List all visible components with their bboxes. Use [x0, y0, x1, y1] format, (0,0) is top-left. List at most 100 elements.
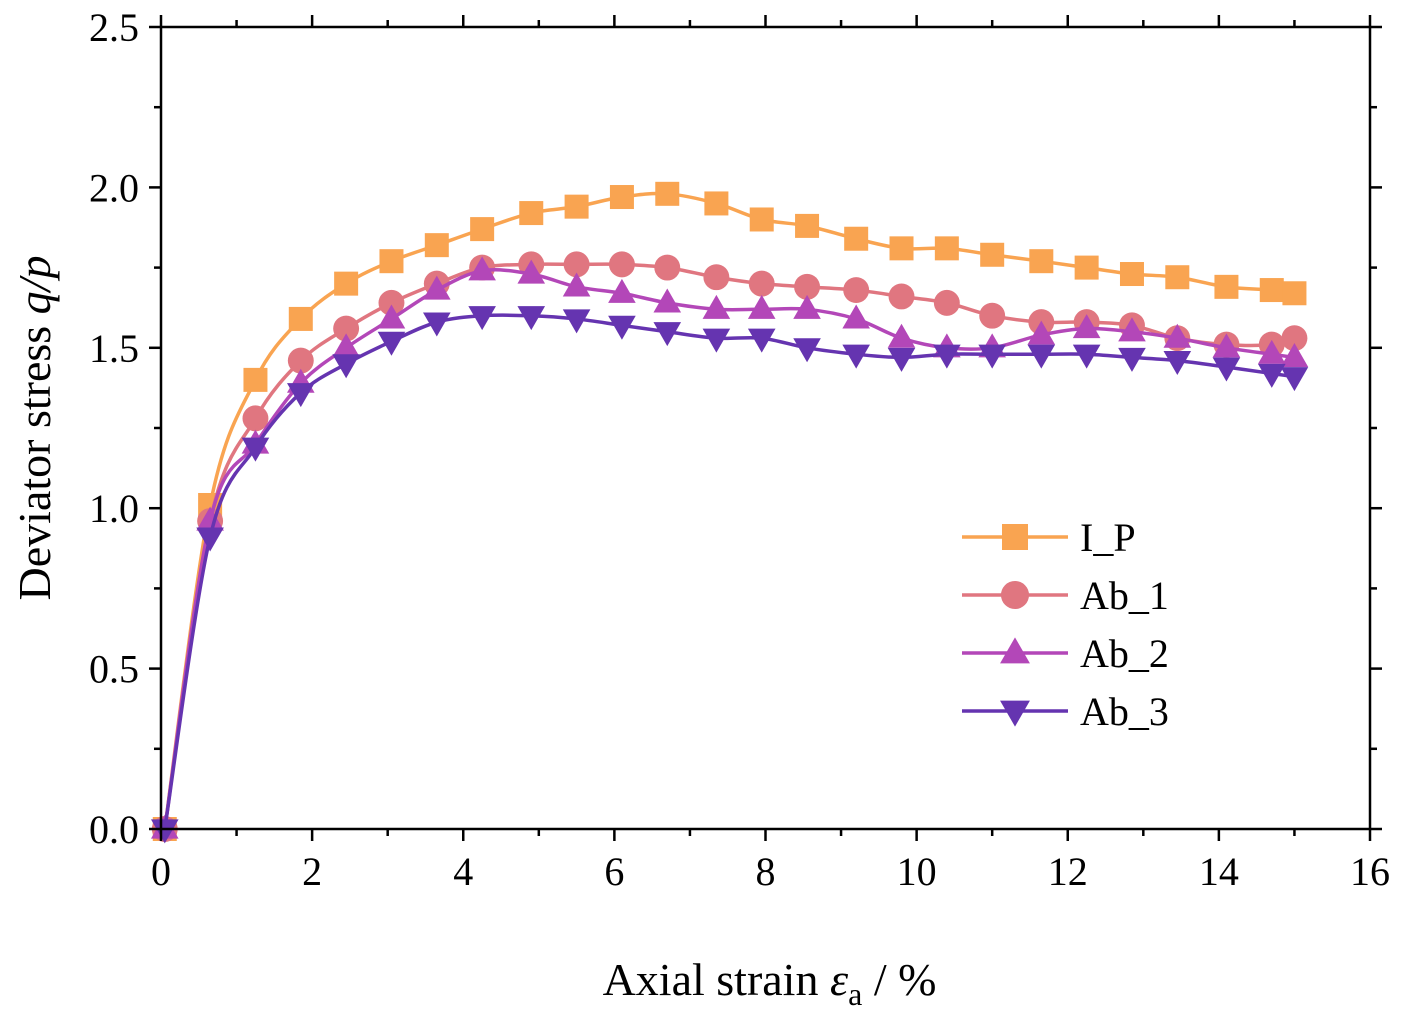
data-point: [747, 328, 776, 353]
data-point: [1027, 344, 1056, 369]
data-point: [333, 315, 360, 342]
data-point: [519, 201, 544, 226]
axes-layer: 0 2 4 6 8 10 12 14 16 0.0 0.5 1.0 1.5 2.0 2.5: [89, 5, 1390, 894]
data-point: [287, 347, 314, 374]
legend-marker: [1002, 524, 1028, 550]
legend-label: Ab_1: [1080, 573, 1169, 618]
data-point: [1163, 351, 1192, 376]
data-point: [1259, 278, 1284, 303]
data-point: [1257, 339, 1286, 364]
data-point: [1118, 347, 1146, 372]
data-point: [933, 344, 961, 369]
data-point: [888, 283, 915, 310]
legend: I_P Ab_1 Ab_2 Ab_3: [962, 515, 1169, 734]
data-point: [562, 309, 591, 334]
data-point: [747, 294, 776, 319]
data-point: [150, 819, 179, 844]
data-point: [748, 270, 775, 297]
data-point: [1212, 357, 1241, 382]
data-point: [1029, 249, 1054, 274]
y-tick-label: 2.0: [89, 165, 139, 210]
data-point: [703, 264, 730, 291]
data-point: [1282, 281, 1307, 306]
data-point: [242, 405, 269, 432]
series-ab-3: [150, 306, 1309, 844]
data-point: [842, 344, 870, 369]
y-axis-title: Deviator stress q/p: [9, 256, 60, 601]
data-point: [887, 347, 916, 372]
x-tick-label: 0: [151, 849, 171, 894]
x-tick-label: 6: [604, 849, 624, 894]
data-point: [842, 304, 870, 329]
legend-entry: Ab_1: [962, 573, 1169, 618]
data-point: [564, 194, 589, 219]
data-point: [1280, 343, 1309, 368]
data-point: [978, 344, 1006, 369]
data-point: [196, 506, 224, 531]
data-point: [379, 249, 404, 274]
data-point: [241, 437, 270, 462]
data-point: [608, 251, 635, 278]
data-point: [655, 181, 680, 206]
legend-marker: [1000, 580, 1030, 610]
data-point: [1257, 363, 1286, 388]
data-point: [1074, 255, 1099, 280]
x-tick-label: 12: [1048, 849, 1088, 894]
x-tick-label: 2: [302, 849, 322, 894]
data-point: [468, 306, 496, 331]
data-point: [562, 272, 591, 297]
data-point: [609, 185, 634, 210]
data-point: [517, 306, 546, 331]
data-point: [702, 328, 731, 353]
data-point: [843, 277, 870, 304]
y-tick-label: 0.0: [89, 807, 139, 852]
data-point: [423, 312, 451, 337]
data-point: [1212, 333, 1241, 358]
data-point: [654, 254, 681, 281]
legend-label: Ab_3: [1080, 689, 1169, 734]
data-point: [793, 338, 821, 363]
x-tick-label: 4: [453, 849, 473, 894]
data-point: [243, 367, 268, 392]
data-point: [196, 527, 224, 552]
data-point: [702, 294, 731, 319]
x-tick-label: 16: [1350, 849, 1390, 894]
x-axis-title: Axial strain εa / %: [603, 954, 937, 1012]
data-point: [1214, 274, 1239, 299]
data-point: [793, 294, 821, 319]
data-point: [934, 236, 959, 261]
legend-entry: Ab_2: [962, 631, 1169, 676]
data-point: [423, 275, 451, 300]
data-point: [517, 259, 546, 284]
data-point: [933, 289, 960, 316]
data-point: [1027, 320, 1056, 345]
data-point: [470, 217, 495, 242]
data-point: [332, 333, 360, 358]
data-point: [334, 271, 359, 296]
data-point: [377, 331, 406, 356]
data-point: [332, 354, 360, 379]
y-tick-label: 0.5: [89, 647, 139, 692]
series-layer: [150, 181, 1309, 844]
data-point: [704, 191, 729, 216]
legend-label: I_P: [1080, 515, 1136, 560]
data-point: [1163, 323, 1192, 348]
data-point: [286, 383, 315, 408]
data-point: [889, 236, 914, 261]
plot-frame: [159, 25, 1372, 831]
x-tick-label: 14: [1199, 849, 1239, 894]
legend-marker: [1000, 637, 1030, 664]
data-point: [377, 304, 406, 329]
data-point: [608, 315, 636, 340]
legend-label: Ab_2: [1080, 631, 1169, 676]
data-point: [979, 302, 1006, 329]
y-tick-label: 1.0: [89, 486, 139, 531]
data-point: [1281, 325, 1308, 352]
y-tick-label: 2.5: [89, 5, 139, 50]
data-point: [844, 226, 869, 251]
legend-entry: I_P: [962, 515, 1136, 560]
data-point: [1119, 262, 1144, 287]
data-point: [288, 306, 313, 331]
data-point: [887, 323, 916, 348]
